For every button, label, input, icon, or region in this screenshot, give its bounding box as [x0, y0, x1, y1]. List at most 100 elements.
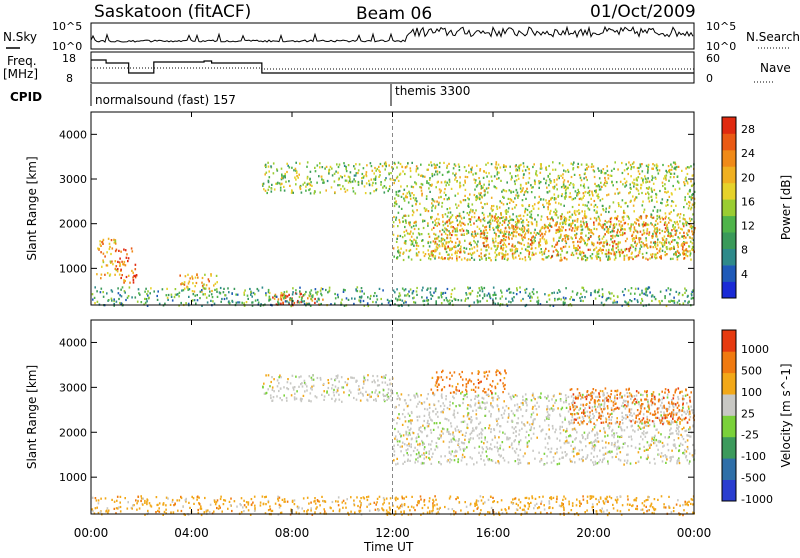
data-cell	[489, 226, 491, 228]
data-cell	[625, 163, 627, 165]
data-cell	[503, 412, 505, 414]
data-cell	[509, 202, 511, 204]
data-cell	[678, 166, 680, 168]
data-cell	[579, 424, 581, 426]
data-cell	[522, 298, 524, 300]
data-cell	[493, 205, 495, 207]
data-cell	[528, 231, 530, 233]
data-cell	[435, 290, 437, 292]
data-cell	[389, 185, 391, 187]
data-cell	[665, 205, 667, 207]
data-cell	[561, 193, 563, 195]
data-cell	[648, 234, 650, 236]
data-cell	[549, 408, 551, 410]
data-cell	[684, 243, 686, 245]
data-cell	[546, 169, 548, 171]
data-cell	[213, 284, 215, 286]
data-cell	[631, 235, 633, 237]
data-cell	[439, 223, 441, 225]
data-cell	[533, 254, 535, 256]
data-cell	[471, 257, 473, 259]
data-cell	[428, 443, 430, 445]
data-cell	[494, 294, 496, 296]
data-cell	[144, 291, 146, 293]
data-cell	[540, 198, 542, 200]
data-cell	[607, 174, 609, 176]
data-cell	[547, 191, 549, 193]
data-cell	[613, 436, 615, 438]
data-cell	[463, 223, 465, 225]
data-cell	[513, 296, 515, 298]
data-cell	[431, 252, 433, 254]
data-cell	[652, 163, 654, 165]
data-cell	[249, 288, 251, 290]
data-cell	[402, 413, 404, 415]
data-cell	[380, 163, 382, 165]
data-cell	[530, 184, 532, 186]
data-cell	[301, 192, 303, 194]
data-cell	[518, 215, 520, 217]
colorbar-swatch	[722, 265, 736, 282]
data-cell	[423, 448, 425, 450]
data-cell	[482, 225, 484, 227]
data-cell	[508, 301, 510, 303]
data-cell	[244, 294, 246, 296]
data-cell	[593, 464, 595, 466]
data-cell	[630, 247, 632, 249]
data-cell	[560, 432, 562, 434]
data-cell	[538, 233, 540, 235]
data-cell	[579, 238, 581, 240]
data-cell	[97, 301, 99, 303]
data-cell	[220, 301, 222, 303]
data-cell	[602, 440, 604, 442]
data-cell	[120, 251, 122, 253]
data-cell	[609, 426, 611, 428]
data-cell	[451, 425, 453, 427]
data-cell	[426, 198, 428, 200]
data-cell	[540, 392, 542, 394]
data-cell	[503, 239, 505, 241]
data-cell	[485, 254, 487, 256]
colorbar-title: Power [dB]	[779, 175, 793, 240]
data-cell	[430, 448, 432, 450]
data-cell	[664, 231, 666, 233]
data-cell	[559, 458, 561, 460]
data-cell	[478, 437, 480, 439]
data-cell	[677, 460, 679, 462]
data-cell	[435, 222, 437, 224]
data-cell	[406, 249, 408, 251]
data-cell	[474, 230, 476, 232]
data-cell	[367, 399, 369, 401]
data-cell	[528, 228, 530, 230]
data-cell	[511, 219, 513, 221]
data-cell	[623, 464, 625, 466]
data-cell	[223, 291, 225, 293]
data-cell	[494, 185, 496, 187]
data-cell	[501, 191, 503, 193]
data-cell	[647, 181, 649, 183]
data-cell	[384, 185, 386, 187]
data-cell	[120, 277, 122, 279]
colorbar-tick-label: 8	[741, 244, 748, 257]
data-cell	[621, 429, 623, 431]
data-cell	[447, 171, 449, 173]
data-cell	[448, 212, 450, 214]
nave-trace	[91, 68, 694, 69]
data-cell	[446, 221, 448, 223]
data-cell	[167, 299, 169, 301]
data-cell	[347, 189, 349, 191]
data-cell	[507, 224, 509, 226]
data-cell	[118, 298, 120, 300]
data-cell	[547, 218, 549, 220]
data-cell	[600, 172, 602, 174]
data-cell	[582, 204, 584, 206]
data-cell	[439, 162, 441, 164]
data-cell	[569, 192, 571, 194]
data-cell	[568, 403, 570, 405]
data-cell	[657, 244, 659, 246]
data-cell	[395, 219, 397, 221]
data-cell	[645, 291, 647, 293]
data-cell	[319, 191, 321, 193]
data-cell	[571, 395, 573, 397]
data-cell	[558, 240, 560, 242]
